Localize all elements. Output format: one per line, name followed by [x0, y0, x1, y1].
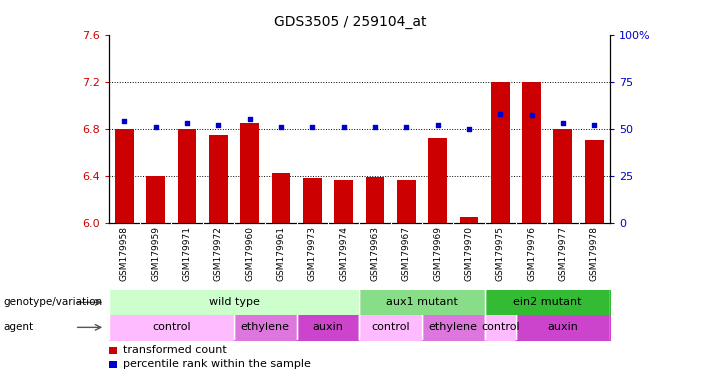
Text: aux1 mutant: aux1 mutant: [386, 297, 458, 308]
Text: GSM179972: GSM179972: [214, 226, 223, 281]
Text: GSM179974: GSM179974: [339, 226, 348, 281]
Point: [401, 124, 412, 130]
Text: ethylene: ethylene: [429, 322, 478, 333]
Text: auxin: auxin: [313, 322, 343, 333]
Point: [369, 124, 381, 130]
Text: GDS3505 / 259104_at: GDS3505 / 259104_at: [274, 15, 427, 29]
Point: [306, 124, 318, 130]
Bar: [365, 177, 384, 223]
Bar: [522, 82, 541, 223]
Point: [338, 124, 349, 130]
Point: [557, 120, 569, 126]
Text: GSM179958: GSM179958: [120, 226, 129, 281]
Text: GSM179970: GSM179970: [464, 226, 473, 281]
Point: [118, 118, 130, 124]
Bar: [428, 138, 447, 223]
Text: ein2 mutant: ein2 mutant: [513, 297, 581, 308]
Bar: [147, 176, 165, 223]
Text: percentile rank within the sample: percentile rank within the sample: [123, 359, 311, 369]
Text: GSM179969: GSM179969: [433, 226, 442, 281]
Text: GSM179977: GSM179977: [559, 226, 567, 281]
Text: GSM179961: GSM179961: [276, 226, 285, 281]
Bar: [460, 217, 478, 223]
Bar: [334, 180, 353, 223]
Point: [150, 124, 161, 130]
Bar: [209, 134, 228, 223]
Bar: [554, 129, 572, 223]
Text: wild type: wild type: [208, 297, 259, 308]
Text: GSM179973: GSM179973: [308, 226, 317, 281]
Text: ethylene: ethylene: [240, 322, 290, 333]
Point: [212, 122, 224, 128]
Point: [244, 116, 255, 122]
Text: control: control: [152, 322, 191, 333]
Text: GSM179978: GSM179978: [590, 226, 599, 281]
Text: GSM179960: GSM179960: [245, 226, 254, 281]
Point: [463, 126, 475, 132]
Text: GSM179976: GSM179976: [527, 226, 536, 281]
Bar: [585, 141, 604, 223]
Text: control: control: [372, 322, 410, 333]
Point: [589, 122, 600, 128]
Text: agent: agent: [4, 322, 34, 333]
Text: auxin: auxin: [547, 322, 578, 333]
Bar: [397, 180, 416, 223]
Bar: [271, 173, 290, 223]
Text: GSM179967: GSM179967: [402, 226, 411, 281]
Text: genotype/variation: genotype/variation: [4, 297, 102, 308]
Text: GSM179971: GSM179971: [182, 226, 191, 281]
Bar: [491, 82, 510, 223]
Point: [495, 111, 506, 117]
Point: [526, 113, 537, 119]
Bar: [115, 129, 134, 223]
Bar: [240, 123, 259, 223]
Bar: [177, 129, 196, 223]
Text: control: control: [481, 322, 519, 333]
Text: GSM179959: GSM179959: [151, 226, 160, 281]
Point: [432, 122, 443, 128]
Point: [182, 120, 193, 126]
Point: [275, 124, 287, 130]
Text: GSM179963: GSM179963: [370, 226, 379, 281]
Text: transformed count: transformed count: [123, 345, 226, 355]
Text: GSM179975: GSM179975: [496, 226, 505, 281]
Bar: [303, 178, 322, 223]
